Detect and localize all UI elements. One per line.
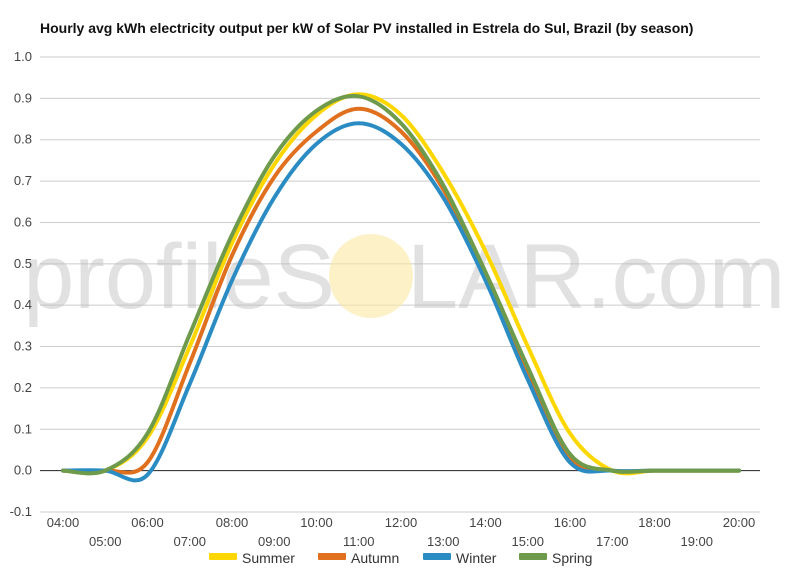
chart-title: Hourly avg kWh electricity output per kW…: [40, 20, 693, 36]
x-tick-label: 07:00: [173, 534, 206, 549]
y-tick-label: 1.0: [14, 49, 32, 64]
x-tick-label: 19:00: [680, 534, 713, 549]
legend-label-spring[interactable]: Spring: [552, 550, 592, 566]
legend-label-summer[interactable]: Summer: [242, 550, 295, 566]
x-tick-label: 06:00: [131, 515, 164, 530]
series-line-spring: [61, 93, 741, 476]
y-tick-label: 0.2: [14, 380, 32, 395]
x-tick-label: 17:00: [596, 534, 629, 549]
y-tick-label: 0.1: [14, 421, 32, 436]
x-tick-label: 10:00: [300, 515, 333, 530]
x-tick-label: 04:00: [47, 515, 80, 530]
x-tick-label: 13:00: [427, 534, 460, 549]
y-tick-label: 0.4: [14, 297, 32, 312]
watermark-text-right: LAR.com: [407, 226, 785, 328]
y-tick-label: 0.0: [14, 463, 32, 478]
legend-swatch-autumn[interactable]: [318, 553, 346, 560]
x-tick-label: 14:00: [469, 515, 502, 530]
legend-swatch-winter[interactable]: [423, 553, 451, 560]
watermark-text-left: profileS: [23, 226, 335, 328]
legend: Summer Autumn Winter Spring: [209, 550, 592, 566]
x-tick-label: 08:00: [216, 515, 249, 530]
legend-label-autumn[interactable]: Autumn: [351, 550, 399, 566]
x-tick-label: 05:00: [89, 534, 122, 549]
series-lines: [61, 92, 741, 483]
y-tick-label: 0.8: [14, 132, 32, 147]
x-tick-label: 09:00: [258, 534, 291, 549]
watermark-sun-icon: [329, 234, 413, 318]
watermark: profileS LAR.com: [23, 226, 785, 328]
legend-label-winter[interactable]: Winter: [456, 550, 497, 566]
legend-swatch-summer[interactable]: [209, 553, 237, 560]
x-tick-label: 11:00: [343, 534, 375, 549]
y-tick-label: 0.9: [14, 90, 32, 105]
x-tick-label: 16:00: [554, 515, 587, 530]
y-tick-label: 0.7: [14, 173, 32, 188]
x-tick-label: 15:00: [511, 534, 544, 549]
x-tick-label: 18:00: [638, 515, 671, 530]
y-tick-label: 0.3: [14, 339, 32, 354]
y-axis-ticks: -0.1 0.0 0.1 0.2 0.3 0.4 0.5 0.6 0.7 0.8 0.9 1.0: [10, 49, 32, 519]
y-tick-label: 0.6: [14, 214, 32, 229]
legend-swatch-spring[interactable]: [519, 553, 547, 560]
y-tick-label: -0.1: [10, 504, 32, 519]
x-tick-label: 20:00: [723, 515, 756, 530]
y-tick-label: 0.5: [14, 256, 32, 271]
x-axis-ticks: 04:00 05:00 06:00 07:00 08:00 09:00 10:00 11:00…: [47, 515, 756, 549]
x-tick-label: 12:00: [385, 515, 418, 530]
